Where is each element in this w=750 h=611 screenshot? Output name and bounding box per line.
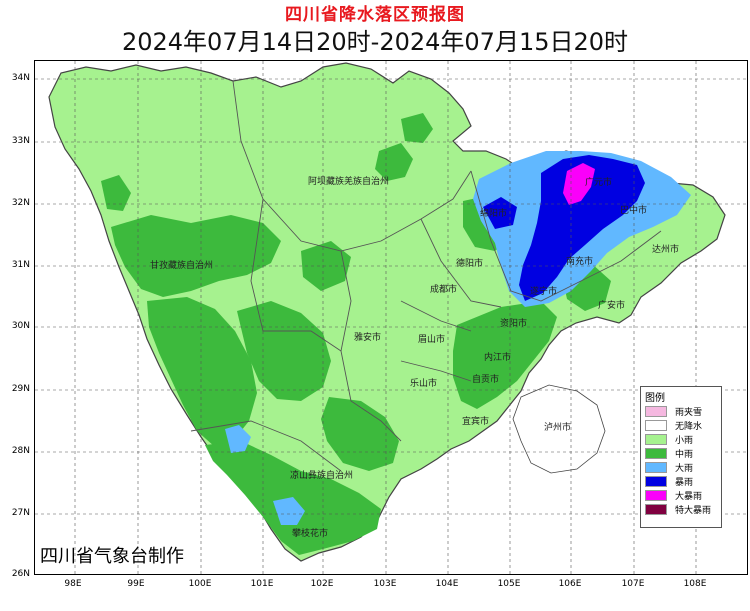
legend-swatch (645, 448, 667, 459)
legend-title: 图例 (645, 393, 665, 404)
legend-swatch (645, 476, 667, 487)
lat-tick-31n: 31N (11, 260, 30, 270)
legend-label: 小雨 (675, 436, 694, 446)
map-title: 四川省降水落区预报图 (285, 5, 465, 25)
lon-tick-105e: 105E (497, 579, 521, 589)
legend-label: 暴雨 (675, 478, 694, 488)
region-label: 雅安市 (354, 333, 382, 343)
region-label: 达州市 (652, 245, 680, 255)
region-label: 巴中市 (620, 206, 648, 216)
region-label: 广安市 (598, 301, 626, 311)
lon-tick-103e: 103E (373, 579, 397, 589)
lon-tick-101e: 101E (250, 579, 274, 589)
legend-item-heavy-rainstorm: 大暴雨 (645, 489, 719, 502)
region-label: 绵阳市 (480, 209, 508, 219)
region-label: 资阳市 (500, 319, 528, 329)
lon-tick-104e: 104E (435, 579, 459, 589)
lat-tick-30n: 30N (11, 321, 30, 331)
legend-swatch (645, 504, 667, 515)
legend-item-moderate-rain: 中雨 (645, 447, 719, 460)
region-label: 阿坝藏族羌族自治州 (308, 177, 390, 187)
legend-item-extreme-rainstorm: 特大暴雨 (645, 503, 719, 516)
legend-item-light-rain: 小雨 (645, 433, 719, 446)
region-label: 宜宾市 (462, 417, 490, 427)
legend-swatch (645, 406, 667, 417)
region-label: 南充市 (566, 257, 594, 267)
lat-tick-26n: 26N (11, 569, 30, 579)
legend-label: 雨夹雪 (675, 408, 703, 418)
region-label: 遂宁市 (530, 287, 558, 297)
legend-swatch (645, 420, 667, 431)
no-rain-area (512, 384, 606, 474)
region-label: 甘孜藏族自治州 (150, 261, 214, 271)
rainstorm-area-west (483, 197, 517, 229)
rainstorm-area (519, 155, 645, 301)
lat-tick-32n: 32N (11, 198, 30, 208)
lon-tick-99e: 99E (127, 579, 145, 589)
producer-credit: 四川省气象台制作 (40, 546, 184, 567)
prefecture-borders (190, 80, 662, 472)
region-label: 攀枝花市 (292, 529, 329, 539)
lon-tick-107e: 107E (621, 579, 645, 589)
legend-item-heavy-rain: 大雨 (645, 461, 719, 474)
region-label: 乐山市 (410, 379, 438, 389)
lon-tick-98e: 98E (64, 579, 82, 589)
region-label: 凉山彝族自治州 (290, 471, 354, 481)
moderate-rain-areas (101, 113, 611, 555)
legend-swatch (645, 434, 667, 445)
legend-label: 中雨 (675, 450, 694, 460)
legend-label: 大雨 (675, 464, 694, 474)
region-label: 眉山市 (418, 335, 446, 345)
lat-tick-27n: 27N (11, 508, 30, 518)
legend-label: 无降水 (675, 422, 703, 432)
lon-tick-102e: 102E (310, 579, 334, 589)
map-frame (34, 60, 748, 575)
lat-tick-33n: 33N (11, 136, 30, 146)
lon-tick-106e: 106E (558, 579, 582, 589)
forecast-period: 2024年07月14日20时-2024年07月15日20时 (121, 28, 629, 56)
map-legend: 图例 雨夹雪 无降水 小雨 中雨 大雨 暴雨 大暴雨 特大暴雨 (640, 386, 722, 528)
region-label: 德阳市 (456, 259, 484, 269)
precip-map (35, 61, 747, 574)
region-label: 成都市 (430, 285, 458, 295)
lat-tick-29n: 29N (11, 384, 30, 394)
lat-tick-34n: 34N (11, 73, 30, 83)
region-label: 内江市 (484, 353, 512, 363)
legend-swatch (645, 490, 667, 501)
region-label: 泸州市 (544, 423, 572, 433)
region-label: 广元市 (585, 178, 613, 188)
legend-label: 特大暴雨 (675, 506, 712, 516)
graticule (35, 61, 747, 574)
legend-item-no-rain: 无降水 (645, 419, 719, 432)
legend-label: 大暴雨 (675, 492, 703, 502)
lon-tick-108e: 108E (683, 579, 707, 589)
legend-item-rainstorm: 暴雨 (645, 475, 719, 488)
lat-tick-28n: 28N (11, 446, 30, 456)
legend-swatch (645, 462, 667, 473)
lon-tick-100e: 100E (188, 579, 212, 589)
region-label: 自贡市 (472, 375, 500, 385)
legend-item-sleet: 雨夹雪 (645, 405, 719, 418)
